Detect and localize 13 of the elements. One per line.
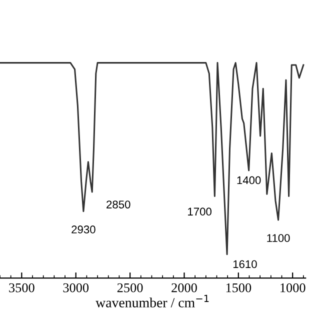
annotation: 2850 xyxy=(106,200,130,208)
annotation: 2930 xyxy=(72,226,96,234)
annotation: 1610 xyxy=(233,260,257,268)
x-axis-title: wavenumber / cm$^{−1}$ xyxy=(96,294,209,308)
x-tick-label: 3000 xyxy=(63,283,89,292)
annotation: 1400 xyxy=(237,176,261,184)
x-tick-label: 2500 xyxy=(117,283,143,292)
x-tick-label: 1000 xyxy=(280,283,306,292)
x-tick-label: 3500 xyxy=(9,283,34,292)
annotation: 1100 xyxy=(267,234,290,242)
annotation: 1700 xyxy=(188,208,212,216)
x-tick-label: 2000 xyxy=(172,283,197,292)
x-tick-label: 1500 xyxy=(226,283,252,292)
